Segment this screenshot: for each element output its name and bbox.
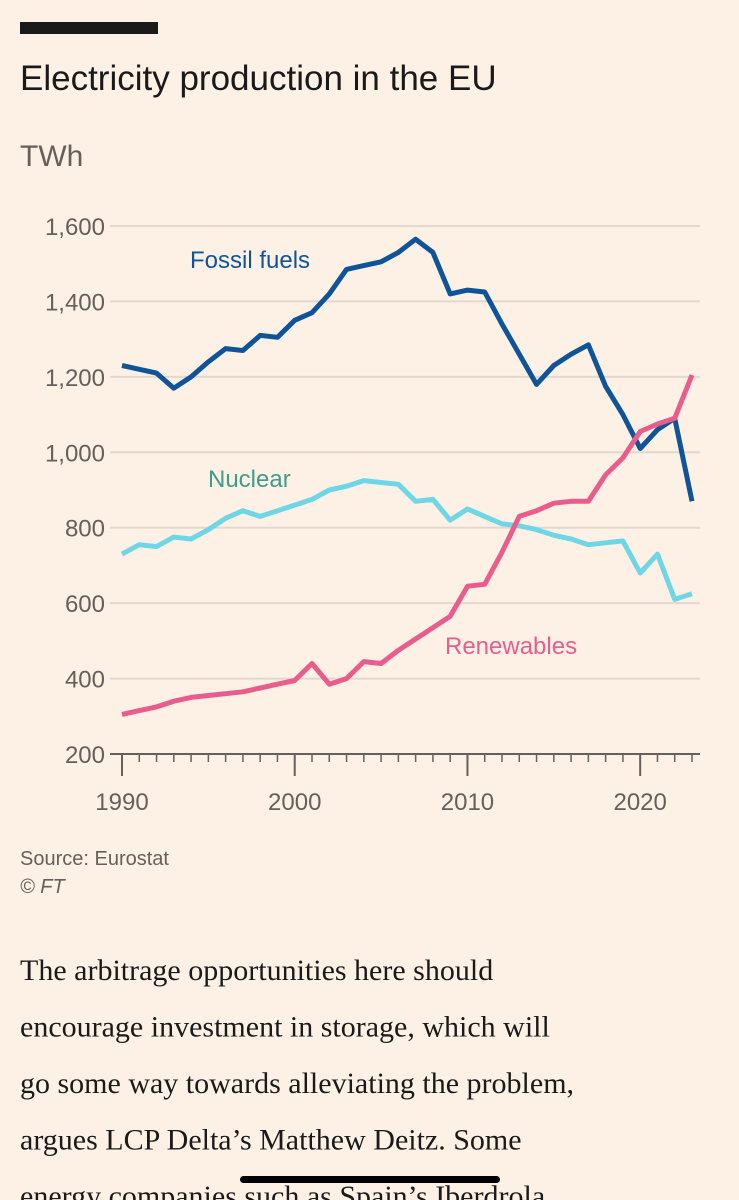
x-tick-label: 2000 <box>268 789 321 816</box>
series-label: Renewables <box>445 633 577 660</box>
credit: © FT <box>20 876 67 898</box>
y-tick-label: 1,200 <box>45 365 105 392</box>
article-line: The arbitrage opportunities here should <box>20 954 493 987</box>
article-line: energy companies such as Spain’s Iberdro… <box>20 1180 545 1200</box>
y-tick-label: 600 <box>65 591 105 618</box>
article-line: go some way towards alleviating the prob… <box>20 1067 574 1100</box>
x-tick-label: 1990 <box>95 789 148 816</box>
series-label: Fossil fuels <box>190 247 310 274</box>
y-tick-label: 1,600 <box>45 214 105 241</box>
series-line <box>121 374 695 717</box>
header-bar <box>20 22 158 34</box>
y-tick-label: 200 <box>65 742 105 769</box>
source: Source: Eurostat <box>20 848 169 870</box>
article-line: encourage investment in storage, which w… <box>20 1011 550 1044</box>
article: The arbitrage opportunities here should e… <box>20 954 574 1200</box>
y-tick-label: 1,000 <box>45 440 105 467</box>
x-tick-label: 2010 <box>441 789 494 816</box>
y-axis-label: TWh <box>20 140 83 173</box>
article-line: argues LCP Delta’s Matthew Deitz. Some <box>20 1124 522 1157</box>
x-tick-label: 2020 <box>613 789 666 816</box>
y-tick-label: 1,400 <box>45 289 105 316</box>
chart-title: Electricity production in the EU <box>20 59 497 98</box>
y-tick-label: 800 <box>65 516 105 543</box>
series-line <box>120 478 693 602</box>
home-indicator <box>240 1176 500 1183</box>
series-line <box>121 236 695 502</box>
series-label: Nuclear <box>208 466 291 493</box>
y-tick-label: 400 <box>65 667 105 694</box>
